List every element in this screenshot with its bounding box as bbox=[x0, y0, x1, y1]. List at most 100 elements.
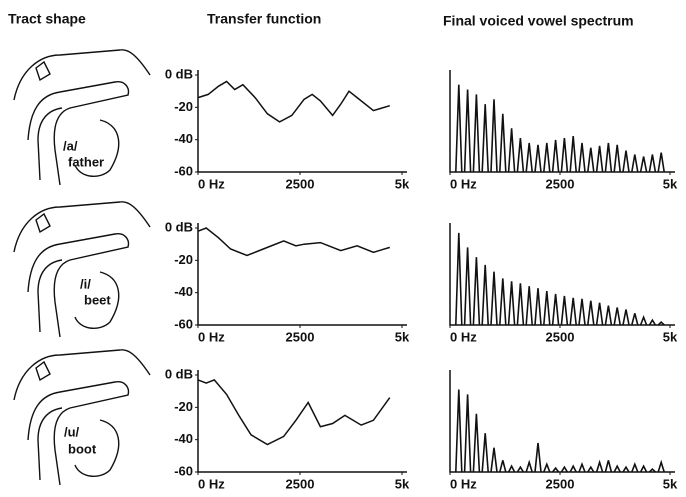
harmonic bbox=[516, 283, 525, 326]
harmonic bbox=[463, 89, 472, 173]
harmonic bbox=[551, 293, 560, 326]
x-tick-label: 5k bbox=[395, 476, 410, 491]
harmonic bbox=[639, 464, 648, 473]
y-tick-label: 0 dB bbox=[165, 219, 193, 234]
harmonic bbox=[525, 459, 533, 473]
harmonic bbox=[613, 307, 621, 326]
harmonic bbox=[595, 459, 604, 473]
x-tick-label: 0 Hz bbox=[198, 476, 225, 491]
column-header: Tract shape bbox=[8, 11, 86, 27]
column-header: Final voiced vowel spectrum bbox=[443, 13, 634, 29]
transfer-curve bbox=[197, 379, 391, 446]
x-tick-label: 0 Hz bbox=[198, 329, 225, 344]
vowel-word: father bbox=[68, 154, 104, 169]
harmonic bbox=[657, 459, 665, 473]
x-tick-label: 0 Hz bbox=[450, 329, 477, 344]
harmonic bbox=[516, 465, 525, 473]
harmonic bbox=[631, 313, 639, 326]
harmonic bbox=[569, 136, 577, 173]
tract-shape bbox=[13, 201, 151, 338]
harmonic bbox=[560, 295, 569, 326]
axis bbox=[197, 70, 407, 173]
vowel-symbol: /u/ bbox=[64, 424, 80, 439]
x-tick-label: 2500 bbox=[546, 476, 575, 491]
harmonic bbox=[507, 464, 516, 473]
harmonic bbox=[578, 298, 586, 326]
harmonic bbox=[525, 142, 533, 173]
harmonic bbox=[534, 288, 542, 326]
y-tick-label: 0 dB bbox=[165, 66, 193, 81]
vowel-word: boot bbox=[68, 441, 97, 456]
harmonic bbox=[604, 305, 613, 326]
harmonic bbox=[472, 94, 481, 173]
harmonic bbox=[463, 247, 472, 326]
vowel-symbol: /a/ bbox=[63, 138, 78, 153]
harmonic bbox=[560, 465, 569, 473]
x-tick-label: 2500 bbox=[286, 329, 315, 344]
harmonic bbox=[481, 104, 489, 173]
harmonic bbox=[639, 315, 648, 326]
harmonic bbox=[648, 318, 657, 326]
axis bbox=[197, 223, 407, 326]
harmonic bbox=[578, 142, 586, 173]
harmonic bbox=[490, 447, 498, 473]
harmonic bbox=[499, 278, 507, 326]
harmonic bbox=[657, 320, 665, 326]
x-tick-label: 5k bbox=[395, 329, 410, 344]
harmonic bbox=[648, 467, 656, 473]
vowel-symbol: /i/ bbox=[80, 276, 91, 291]
harmonic bbox=[657, 152, 665, 173]
y-tick-label: -20 bbox=[174, 99, 193, 114]
harmonic bbox=[631, 462, 639, 473]
harmonic bbox=[499, 460, 507, 473]
axis bbox=[197, 370, 407, 473]
harmonic bbox=[455, 232, 463, 326]
x-tick-label: 2500 bbox=[546, 329, 575, 344]
y-tick-label: 0 dB bbox=[165, 366, 193, 381]
harmonic bbox=[578, 462, 586, 473]
harmonic bbox=[569, 464, 577, 473]
y-tick-label: -60 bbox=[174, 163, 193, 178]
harmonic bbox=[604, 460, 613, 473]
harmonic bbox=[455, 84, 463, 173]
x-tick-label: 5k bbox=[395, 176, 410, 191]
y-tick-label: -20 bbox=[174, 252, 193, 267]
harmonic bbox=[560, 137, 569, 173]
tract-shape bbox=[13, 349, 151, 486]
harmonic bbox=[534, 442, 542, 473]
harmonic bbox=[507, 128, 516, 173]
harmonic bbox=[455, 389, 463, 473]
harmonic bbox=[551, 139, 560, 173]
harmonic bbox=[648, 154, 657, 173]
harmonic bbox=[587, 465, 595, 473]
harmonic bbox=[587, 147, 595, 173]
y-tick-label: -20 bbox=[174, 399, 193, 414]
harmonic bbox=[613, 144, 621, 173]
harmonic bbox=[639, 156, 648, 173]
x-tick-label: 0 Hz bbox=[198, 176, 225, 191]
tract-shape bbox=[13, 49, 151, 186]
harmonic bbox=[604, 142, 613, 173]
tract-drawings bbox=[13, 49, 151, 486]
harmonic bbox=[543, 142, 551, 173]
harmonic bbox=[543, 290, 551, 326]
x-tick-label: 0 Hz bbox=[450, 176, 477, 191]
transfer-curve bbox=[197, 80, 391, 123]
harmonic bbox=[525, 286, 533, 326]
x-tick-label: 2500 bbox=[286, 176, 315, 191]
harmonic bbox=[595, 302, 604, 326]
y-tick-label: -40 bbox=[174, 284, 193, 299]
harmonic bbox=[481, 433, 489, 473]
transfer-curve bbox=[197, 227, 391, 257]
harmonic bbox=[472, 413, 481, 473]
harmonic bbox=[472, 257, 481, 326]
harmonic bbox=[516, 137, 525, 173]
harmonic bbox=[490, 271, 498, 326]
harmonic bbox=[622, 309, 630, 326]
harmonic bbox=[463, 394, 472, 473]
harmonic bbox=[543, 462, 551, 473]
harmonic bbox=[481, 264, 489, 326]
harmonic bbox=[507, 281, 516, 326]
harmonic bbox=[534, 144, 542, 173]
